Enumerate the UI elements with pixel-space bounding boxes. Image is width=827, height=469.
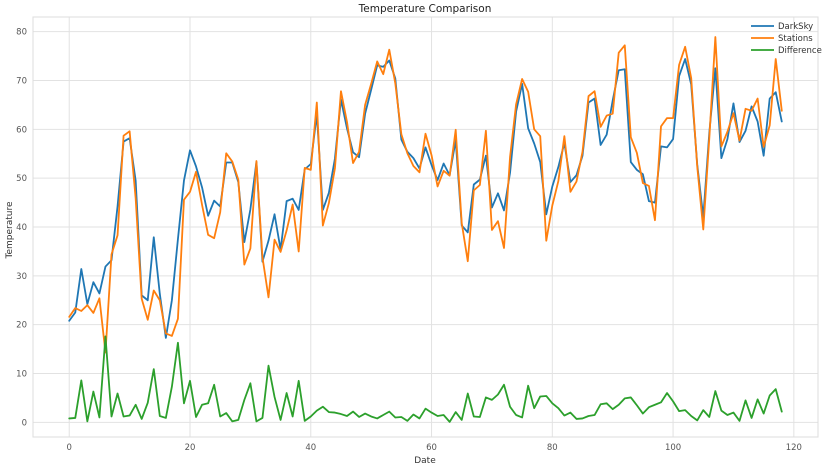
y-axis-label: Temperature: [5, 201, 15, 259]
legend-label-darksky: DarkSky: [778, 22, 813, 32]
x-tick-label: 0: [67, 443, 72, 453]
legend-label-difference: Difference: [778, 46, 822, 56]
series-line-darksky: [68, 58, 783, 339]
legend: DarkSky Stations Difference: [751, 22, 822, 56]
x-tick-label: 40: [305, 443, 316, 453]
x-tick-label: 20: [185, 443, 196, 453]
y-tick-label: 30: [16, 272, 27, 282]
legend-label-stations: Stations: [778, 34, 813, 44]
y-axis-ticks: 0 10 20 30 40 50 60 70 80: [16, 28, 27, 429]
x-axis-ticks: 0 20 40 60 80 100 120: [67, 443, 802, 453]
series-line-stations: [68, 36, 783, 354]
y-tick-label: 40: [16, 223, 27, 233]
y-tick-label: 20: [16, 321, 27, 331]
x-tick-label: 80: [547, 443, 558, 453]
x-tick-label: 100: [665, 443, 681, 453]
x-tick-label: 120: [786, 443, 802, 453]
chart-title: Temperature Comparison: [358, 3, 492, 15]
grid: [33, 17, 818, 437]
plot-frame: [32, 16, 819, 438]
y-tick-label: 60: [16, 125, 27, 135]
series-line-difference: [68, 335, 783, 423]
y-tick-label: 70: [16, 76, 27, 86]
series-layer: [68, 36, 783, 423]
y-tick-label: 80: [16, 28, 27, 38]
x-axis-label: Date: [414, 456, 436, 466]
y-tick-label: 50: [16, 174, 27, 184]
x-tick-label: 60: [426, 443, 437, 453]
y-tick-label: 10: [16, 370, 27, 380]
y-tick-label: 0: [22, 418, 27, 428]
